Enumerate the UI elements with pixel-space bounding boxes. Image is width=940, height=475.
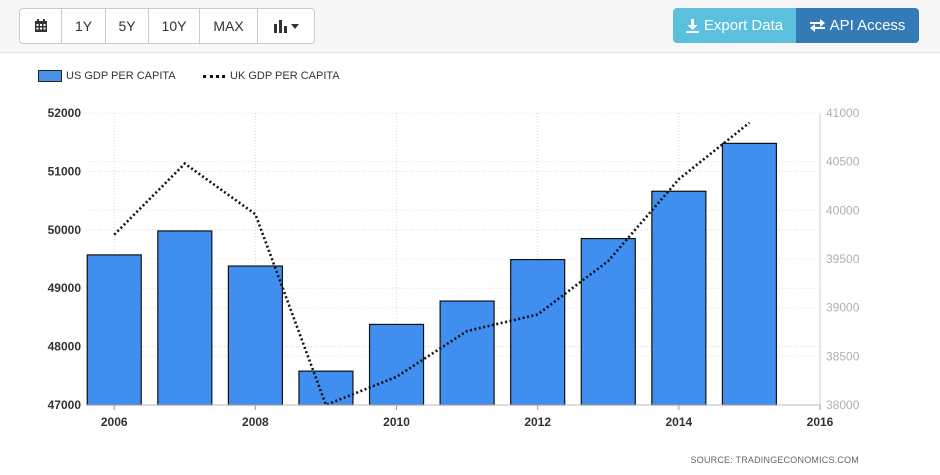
bar-us-2008 [227, 265, 283, 406]
calendar-button[interactable] [20, 9, 62, 43]
legend-label-us: US GDP PER CAPITA [66, 70, 176, 82]
line-uk [113, 121, 751, 407]
x-tick-label: 2012 [524, 415, 551, 429]
exchange-arrows-icon [809, 19, 825, 32]
download-icon [685, 18, 699, 33]
x-tick-label: 2016 [807, 415, 834, 429]
export-data-label: Export Data [703, 17, 784, 34]
y-tick-right: 39000 [826, 301, 860, 315]
y-tick-left: 50000 [48, 223, 82, 237]
bar-us-2009 [298, 370, 354, 406]
export-data-button[interactable]: Export Data [673, 8, 796, 43]
x-tick-label: 2008 [242, 415, 269, 429]
chevron-down-icon [290, 23, 299, 29]
legend-label-uk: UK GDP PER CAPITA [230, 70, 340, 82]
range-5y-button[interactable]: 5Y [106, 9, 149, 43]
legend-line-uk [203, 74, 225, 78]
chart-toolbar: 1Y 5Y 10Y MAX Export Data [0, 0, 940, 53]
y-tick-right: 38000 [826, 398, 860, 412]
legend-item-uk[interactable]: UK GDP PER CAPITA [203, 70, 340, 82]
legend-item-us[interactable]: US GDP PER CAPITA [38, 70, 176, 82]
api-access-label: API Access [829, 17, 906, 34]
chart-type-dropdown[interactable] [258, 9, 314, 43]
x-tick-label: 2014 [665, 415, 692, 429]
bar-us-2011 [439, 300, 495, 406]
bar-us-2012 [510, 258, 566, 406]
bar-chart-icon [273, 19, 287, 33]
bar-us-2007 [157, 230, 213, 406]
y-tick-left: 48000 [48, 340, 82, 354]
range-1y-button[interactable]: 1Y [62, 9, 106, 43]
bar-us-2010 [368, 323, 425, 406]
bar-us-2006 [86, 254, 142, 406]
y-tick-right: 40000 [826, 203, 860, 217]
api-access-button[interactable]: API Access [796, 8, 919, 43]
source-credit: SOURCE: TRADINGECONOMICS.COM [690, 455, 859, 465]
x-tick-label: 2006 [101, 415, 128, 429]
y-tick-left: 51000 [48, 164, 82, 178]
bar-us-2013 [580, 237, 636, 406]
y-tick-left: 49000 [48, 281, 82, 295]
range-10y-button[interactable]: 10Y [149, 9, 200, 43]
x-tick-label: 2010 [383, 415, 410, 429]
calendar-icon [34, 19, 47, 32]
legend-swatch-us [38, 70, 62, 82]
y-tick-left: 52000 [48, 106, 82, 120]
bar-us-2014 [651, 190, 707, 406]
range-max-button[interactable]: MAX [200, 9, 258, 43]
y-tick-right: 39500 [826, 252, 860, 266]
range-button-group: 1Y 5Y 10Y MAX [19, 8, 315, 44]
bar-us-2015 [721, 142, 778, 406]
y-tick-right: 40500 [826, 155, 860, 169]
y-tick-right: 41000 [826, 106, 860, 120]
y-tick-right: 38500 [826, 349, 860, 363]
y-tick-left: 47000 [48, 398, 82, 412]
